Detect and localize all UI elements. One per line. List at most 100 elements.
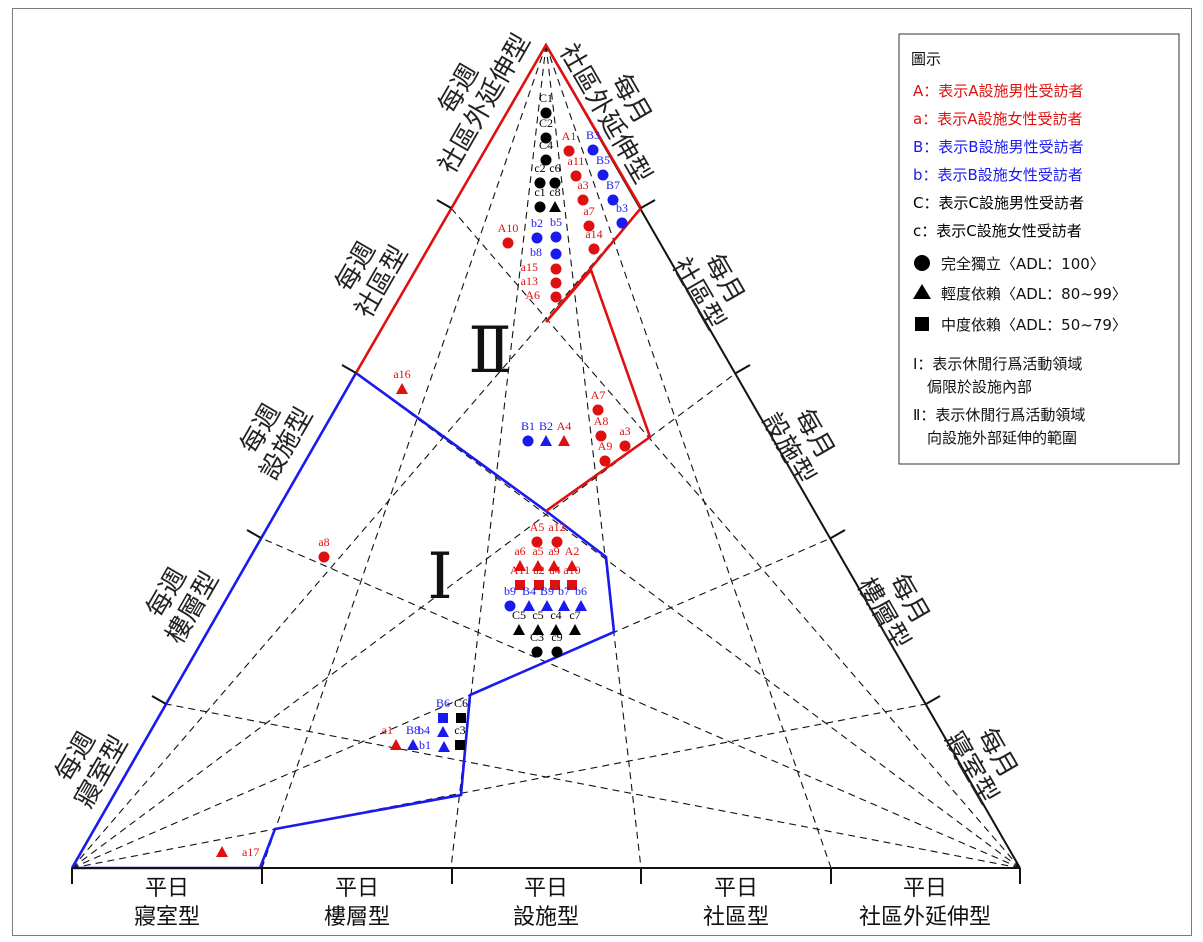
bottom-label-line2: 寢室型 (134, 905, 200, 930)
subject-triangle-marker (513, 624, 525, 635)
subject-label: b5 (550, 215, 562, 229)
subject-label: b9 (504, 584, 516, 598)
legend-marker-circle: 完全獨立〈ADL：100〉 (941, 255, 1105, 273)
legend-marker-triangle: 輕度依賴〈ADL：80~99〉 (941, 285, 1127, 303)
legend-region-II-line1: Ⅱ：表示休閒行爲活動領域 (913, 406, 1085, 424)
axis-tick (436, 199, 452, 209)
axis-tick (151, 695, 167, 705)
subject-circle-marker (540, 107, 552, 119)
legend-item-c: c：表示C設施女性受訪者 (913, 222, 1082, 240)
subject-label: A1 (562, 129, 577, 143)
guide-line (260, 537, 1021, 869)
subject-circle-marker (318, 551, 330, 563)
subject-circle-marker (531, 232, 543, 244)
subject-square-marker (515, 580, 525, 590)
subject-label: B4 (522, 584, 536, 598)
bottom-label-line2: 社區型 (703, 905, 769, 930)
left-axis-ticks (151, 199, 452, 705)
subject-circle-marker (577, 194, 589, 206)
subject-circle-marker (550, 248, 562, 260)
subject-label: b3 (616, 201, 628, 215)
subject-circle-marker (607, 194, 619, 206)
subject-square-marker (456, 713, 466, 723)
bottom-label-line1: 平日 (335, 876, 379, 901)
subject-circle-marker (534, 177, 546, 189)
subject-circle-marker (550, 277, 562, 289)
subject-triangle-marker (549, 201, 561, 212)
subject-label: C1 (539, 91, 553, 105)
axis-tick (246, 529, 262, 539)
subject-label: C3 (530, 630, 544, 644)
subject-square-marker (550, 580, 560, 590)
guide-line (545, 44, 832, 869)
circle-marker-icon (914, 255, 930, 271)
subject-triangle-marker (532, 624, 544, 635)
subject-label: B1 (521, 419, 535, 433)
region-II-boundary (354, 42, 652, 513)
subject-circle-marker (592, 404, 604, 416)
subject-triangle-marker (540, 435, 552, 446)
subject-circle-marker (531, 536, 543, 548)
subject-circle-marker (563, 145, 575, 157)
subject-label: B7 (606, 178, 620, 192)
subject-label: a6 (514, 544, 525, 558)
guide-line (71, 537, 832, 869)
subject-triangle-marker (216, 846, 228, 857)
subject-label: A10 (498, 221, 519, 235)
subject-triangle-marker (437, 726, 449, 737)
guide-line (355, 372, 1021, 869)
subject-label: a14 (585, 227, 602, 241)
subject-label: b7 (558, 584, 570, 598)
legend-item-B: B：表示B設施男性受訪者 (913, 138, 1084, 156)
subject-circle-marker (551, 646, 563, 658)
subject-label: b8 (530, 245, 542, 259)
subject-circle-marker (531, 646, 543, 658)
legend-item-a: a：表示A設施女性受訪者 (913, 110, 1082, 128)
subject-label: c4 (550, 608, 561, 622)
subject-label: a13 (521, 274, 538, 288)
subject-label: a17 (242, 845, 259, 859)
subject-label: c3 (454, 723, 465, 737)
legend-box (898, 33, 1180, 465)
subject-label: B3 (586, 128, 600, 142)
legend-region-I-line2: 侷限於設施內部 (927, 378, 1032, 396)
subject-label: a7 (583, 204, 594, 218)
subject-triangle-marker (569, 624, 581, 635)
subject-circle-marker (550, 263, 562, 275)
subject-label: A4 (557, 419, 572, 433)
legend-region-I-line1: Ⅰ：表示休閒行爲活動領域 (913, 355, 1082, 373)
subject-label: b2 (531, 216, 543, 230)
subject-label: A5 (530, 520, 545, 534)
subject-label: c7 (569, 608, 580, 622)
subject-label: a2 (533, 563, 544, 577)
subject-circle-marker (502, 237, 514, 249)
square-marker-icon (915, 317, 929, 331)
axis-tick (735, 364, 751, 374)
subject-label: a1 (382, 723, 393, 737)
bottom-label-line1: 平日 (524, 876, 568, 901)
subject-label: b4 (418, 723, 430, 737)
subject-label: B5 (596, 153, 610, 167)
subject-label: c9 (551, 630, 562, 644)
subject-triangle-marker (558, 600, 570, 611)
axis-tick (640, 199, 656, 209)
subject-circle-marker (595, 430, 607, 442)
subject-square-marker (438, 713, 448, 723)
subject-label: B6 (436, 696, 450, 710)
legend-marker-square: 中度依賴〈ADL：50~79〉 (941, 316, 1127, 334)
subject-label: A9 (598, 439, 613, 453)
subject-circle-marker (587, 144, 599, 156)
subject-triangle-marker (550, 624, 562, 635)
subject-label: b6 (575, 584, 587, 598)
subject-label: a5 (532, 544, 543, 558)
subject-circle-marker (583, 220, 595, 232)
subject-label: a9 (548, 544, 559, 558)
subject-circle-marker (550, 291, 562, 303)
bottom-axis-ticks (71, 867, 1021, 884)
subject-label: c8 (549, 185, 560, 199)
bottom-label-line1: 平日 (714, 876, 758, 901)
subject-triangle-marker (575, 600, 587, 611)
subject-circle-marker (550, 231, 562, 243)
subject-triangle-marker (523, 600, 535, 611)
